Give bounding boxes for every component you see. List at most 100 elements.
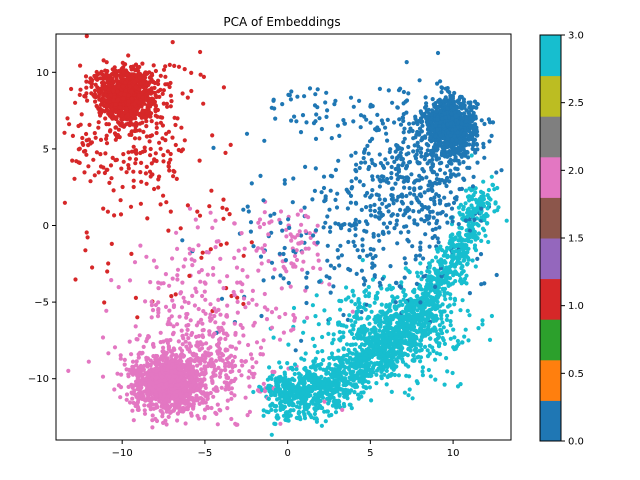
scatter-point: [288, 408, 293, 413]
scatter-point: [438, 109, 443, 114]
scatter-point: [384, 382, 389, 387]
scatter-point: [394, 222, 399, 227]
scatter-point: [475, 102, 480, 107]
scatter-point: [283, 389, 288, 394]
scatter-point: [294, 415, 299, 420]
scatter-point: [255, 246, 261, 251]
scatter-point: [271, 335, 276, 340]
scatter-point: [155, 405, 160, 410]
scatter-point: [102, 300, 107, 305]
scatter-point: [294, 367, 299, 372]
scatter-point: [413, 114, 418, 119]
scatter-point: [158, 73, 163, 78]
scatter-point: [101, 58, 106, 63]
scatter-point: [233, 332, 238, 337]
scatter-point: [293, 264, 298, 269]
scatter-point: [119, 66, 124, 71]
scatter-point: [264, 317, 270, 322]
scatter-point: [483, 233, 488, 238]
scatter-point: [317, 116, 322, 121]
scatter-point: [328, 229, 333, 234]
scatter-point: [338, 307, 343, 312]
scatter-point: [195, 398, 200, 403]
scatter-point: [139, 179, 144, 184]
scatter-point: [213, 218, 218, 223]
scatter-point: [236, 248, 241, 253]
scatter-point: [325, 108, 330, 113]
scatter-point: [84, 85, 89, 90]
scatter-point: [153, 68, 158, 74]
scatter-point: [398, 299, 403, 304]
scatter-point: [357, 344, 362, 350]
scatter-point: [170, 40, 175, 45]
scatter-point: [328, 188, 333, 193]
scatter-point: [428, 196, 433, 202]
scatter-point: [434, 172, 440, 177]
scatter-point: [375, 290, 380, 295]
scatter-point: [127, 339, 132, 344]
scatter-point: [254, 360, 259, 365]
scatter-point: [431, 170, 437, 175]
scatter-point: [325, 243, 330, 248]
scatter-point: [139, 160, 144, 165]
scatter-point: [138, 170, 143, 175]
scatter-point: [208, 312, 213, 317]
scatter-point: [472, 246, 477, 251]
scatter-point: [458, 235, 463, 240]
scatter-point: [118, 198, 123, 203]
scatter-point: [163, 138, 168, 143]
scatter-point: [165, 104, 170, 109]
scatter-point: [105, 167, 110, 172]
scatter-point: [442, 341, 447, 346]
scatter-point: [215, 388, 220, 393]
scatter-point: [422, 344, 428, 349]
scatter-point: [346, 347, 351, 353]
scatter-point: [131, 144, 136, 149]
scatter-point: [238, 280, 243, 285]
scatter-point: [414, 253, 419, 258]
scatter-point: [409, 343, 414, 348]
scatter-point: [69, 86, 74, 92]
scatter-point: [377, 197, 382, 202]
scatter-point: [269, 407, 274, 412]
scatter-point: [363, 147, 368, 152]
scatter-point: [489, 313, 494, 319]
scatter-point: [143, 299, 148, 304]
scatter-point: [144, 134, 149, 139]
scatter-point: [246, 301, 251, 306]
scatter-point: [420, 167, 425, 172]
scatter-point: [80, 135, 85, 141]
scatter-point: [367, 321, 372, 326]
scatter-point: [407, 374, 412, 379]
scatter-point: [313, 166, 318, 171]
scatter-point: [425, 161, 430, 166]
scatter-point: [185, 95, 190, 100]
scatter-point: [180, 238, 185, 243]
scatter-point: [246, 342, 251, 348]
scatter-point: [324, 114, 329, 119]
scatter-point: [202, 377, 207, 382]
scatter-point: [427, 214, 432, 219]
scatter-point: [449, 254, 454, 259]
scatter-point: [158, 330, 163, 335]
scatter-point: [405, 237, 410, 242]
scatter-point: [278, 220, 283, 225]
scatter-point: [84, 34, 89, 39]
scatter-point: [298, 417, 303, 422]
scatter-point: [368, 208, 373, 213]
scatter-point: [353, 226, 358, 231]
scatter-point: [140, 380, 145, 385]
scatter-point: [197, 401, 202, 406]
scatter-point: [418, 150, 424, 155]
scatter-point: [420, 369, 425, 374]
scatter-point: [101, 81, 107, 86]
scatter-point: [426, 324, 431, 329]
scatter-point: [112, 345, 118, 350]
scatter-point: [161, 159, 166, 164]
scatter-point: [342, 121, 347, 126]
scatter-point: [433, 134, 438, 139]
scatter-point: [218, 312, 223, 317]
scatter-point: [196, 306, 201, 312]
scatter-point: [171, 174, 176, 179]
scatter-point: [142, 145, 147, 150]
